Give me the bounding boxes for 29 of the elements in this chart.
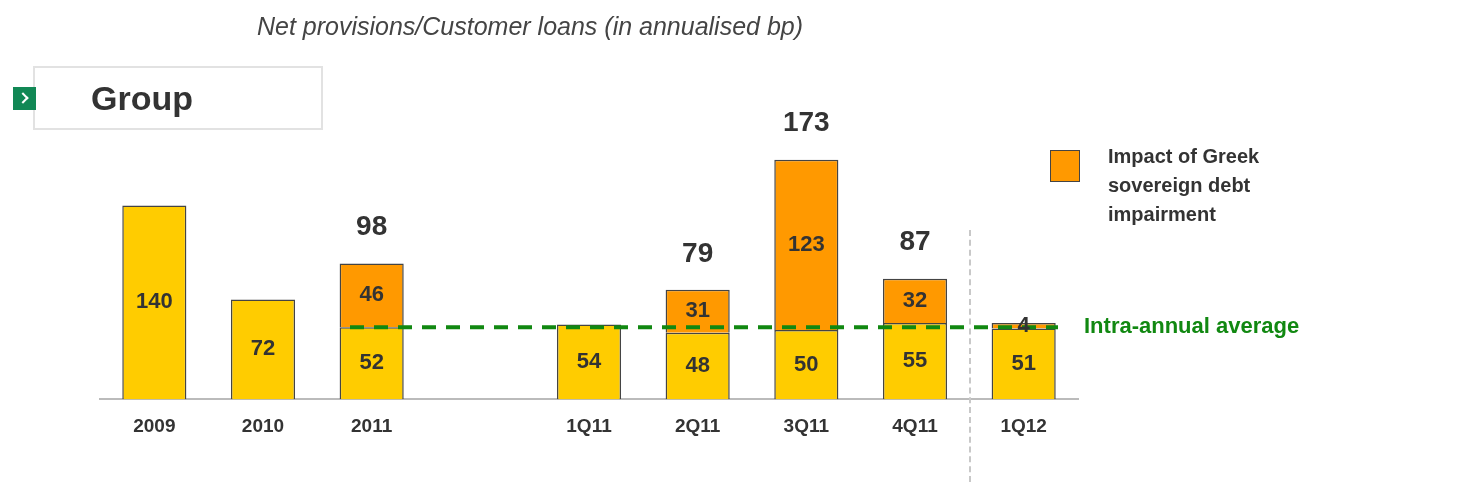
- data-label: 140: [135, 288, 173, 314]
- x-tick-label: 1Q12: [1000, 414, 1047, 436]
- x-tick-label: 4Q11: [892, 414, 939, 436]
- ref-line-label: Intra-annual average: [1084, 313, 1300, 340]
- x-tick-label: 3Q11: [783, 414, 830, 436]
- data-label: 50: [794, 350, 819, 376]
- data-label: 51: [1011, 349, 1036, 375]
- data-label: 54: [576, 347, 602, 373]
- data-label: 46: [359, 281, 384, 307]
- x-tick-label: 2011: [351, 414, 393, 436]
- chart-subtitle: Group: [33, 66, 323, 130]
- data-label: 52: [359, 349, 384, 375]
- x-tick-label: 2009: [133, 414, 176, 436]
- x-tick-label: 1Q11: [566, 414, 613, 436]
- data-label: 72: [250, 335, 276, 361]
- x-tick-label: 2Q11: [674, 414, 721, 436]
- chart-title: Net provisions/Customer loans (in annualised bp): [255, 12, 805, 41]
- data-label: 31: [685, 297, 710, 323]
- x-tick-label: 2010: [241, 414, 285, 436]
- legend-label: Impact of Greek sovereign debt impairment: [1108, 144, 1261, 227]
- total-label: 79: [682, 236, 714, 268]
- total-label: 98: [356, 210, 388, 242]
- data-label: 123: [787, 230, 825, 256]
- total-label: 87: [899, 225, 931, 257]
- data-label: 32: [902, 286, 928, 312]
- data-label: 48: [685, 352, 710, 378]
- data-label: 55: [902, 347, 928, 373]
- total-label: 173: [782, 106, 830, 138]
- data-label: 4: [1017, 311, 1031, 337]
